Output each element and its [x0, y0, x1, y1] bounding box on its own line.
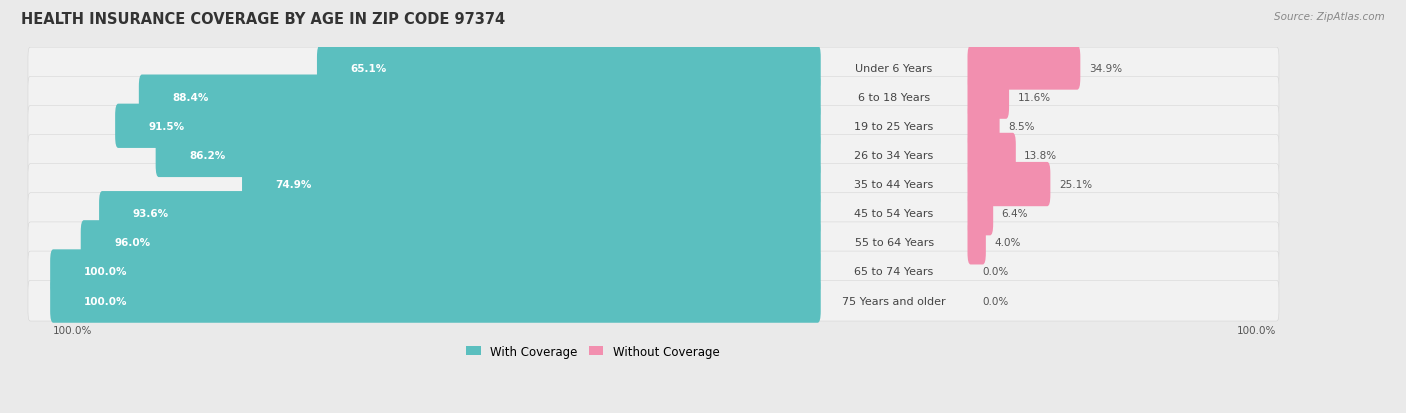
FancyBboxPatch shape [967, 221, 986, 265]
Text: 35 to 44 Years: 35 to 44 Years [855, 180, 934, 190]
Text: 45 to 54 Years: 45 to 54 Years [855, 209, 934, 218]
FancyBboxPatch shape [51, 250, 821, 294]
Text: 96.0%: 96.0% [114, 238, 150, 248]
FancyBboxPatch shape [98, 192, 821, 236]
Text: 74.9%: 74.9% [276, 180, 312, 190]
Text: 93.6%: 93.6% [132, 209, 169, 218]
FancyBboxPatch shape [28, 77, 1279, 118]
Text: 75 Years and older: 75 Years and older [842, 296, 946, 306]
Text: 65.1%: 65.1% [350, 63, 387, 74]
FancyBboxPatch shape [115, 104, 821, 149]
FancyBboxPatch shape [28, 252, 1279, 292]
Text: 100.0%: 100.0% [1237, 325, 1277, 335]
Text: 19 to 25 Years: 19 to 25 Years [855, 121, 934, 131]
Text: 91.5%: 91.5% [149, 121, 186, 131]
FancyBboxPatch shape [967, 133, 1015, 178]
FancyBboxPatch shape [139, 75, 821, 119]
Text: 4.0%: 4.0% [994, 238, 1021, 248]
Text: 0.0%: 0.0% [981, 267, 1008, 277]
Text: 34.9%: 34.9% [1088, 63, 1122, 74]
Text: Source: ZipAtlas.com: Source: ZipAtlas.com [1274, 12, 1385, 22]
FancyBboxPatch shape [242, 163, 821, 206]
Text: 100.0%: 100.0% [84, 296, 128, 306]
FancyBboxPatch shape [28, 48, 1279, 89]
FancyBboxPatch shape [967, 75, 1010, 119]
FancyBboxPatch shape [967, 192, 993, 236]
Text: Under 6 Years: Under 6 Years [855, 63, 932, 74]
FancyBboxPatch shape [967, 163, 1050, 206]
Text: 25.1%: 25.1% [1059, 180, 1092, 190]
FancyBboxPatch shape [28, 280, 1279, 321]
Text: 100.0%: 100.0% [84, 267, 128, 277]
Text: 88.4%: 88.4% [173, 93, 209, 102]
FancyBboxPatch shape [28, 106, 1279, 147]
FancyBboxPatch shape [156, 133, 821, 178]
Text: 100.0%: 100.0% [53, 325, 93, 335]
Text: 6.4%: 6.4% [1001, 209, 1028, 218]
Legend: With Coverage, Without Coverage: With Coverage, Without Coverage [461, 340, 724, 363]
Text: HEALTH INSURANCE COVERAGE BY AGE IN ZIP CODE 97374: HEALTH INSURANCE COVERAGE BY AGE IN ZIP … [21, 12, 505, 27]
FancyBboxPatch shape [80, 221, 821, 265]
Text: 6 to 18 Years: 6 to 18 Years [858, 93, 931, 102]
FancyBboxPatch shape [967, 46, 1080, 90]
Text: 26 to 34 Years: 26 to 34 Years [855, 151, 934, 161]
FancyBboxPatch shape [28, 135, 1279, 176]
FancyBboxPatch shape [28, 164, 1279, 205]
FancyBboxPatch shape [967, 104, 1000, 149]
FancyBboxPatch shape [28, 223, 1279, 263]
Text: 65 to 74 Years: 65 to 74 Years [855, 267, 934, 277]
Text: 8.5%: 8.5% [1008, 121, 1035, 131]
FancyBboxPatch shape [28, 193, 1279, 234]
Text: 13.8%: 13.8% [1024, 151, 1057, 161]
FancyBboxPatch shape [51, 279, 821, 323]
FancyBboxPatch shape [316, 46, 821, 90]
Text: 11.6%: 11.6% [1018, 93, 1050, 102]
Text: 0.0%: 0.0% [981, 296, 1008, 306]
Text: 55 to 64 Years: 55 to 64 Years [855, 238, 934, 248]
Text: 86.2%: 86.2% [190, 151, 225, 161]
